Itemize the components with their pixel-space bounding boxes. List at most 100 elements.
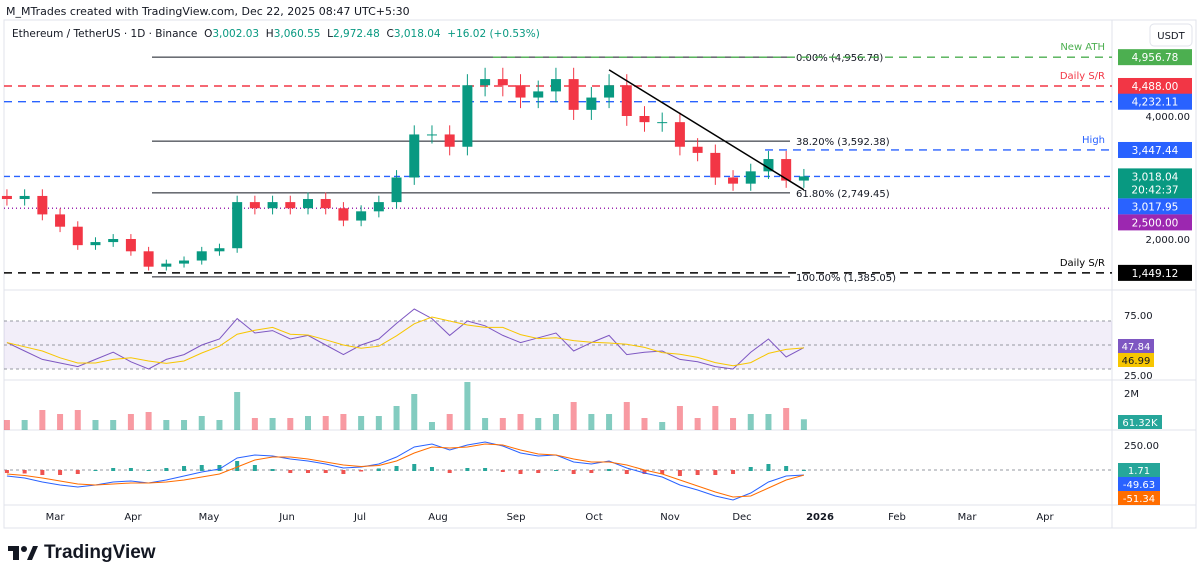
close-value: 3,018.04 <box>393 28 441 40</box>
volume-bar <box>234 392 241 430</box>
macd-signal-value-tag <box>1118 491 1160 505</box>
price-tag-value: 4,956.78 <box>1132 52 1179 64</box>
level-label: Daily S/R <box>1060 258 1105 269</box>
macd-histogram-bar <box>199 465 204 471</box>
macd-histogram-bar <box>784 466 789 471</box>
logo-text: TradingView <box>44 542 156 563</box>
macd-histogram-bar <box>75 470 80 474</box>
volume-bar <box>535 418 542 430</box>
open-label: O <box>204 28 213 40</box>
candle-body <box>232 202 243 249</box>
macd-histogram-bar <box>93 470 98 471</box>
symbol-name[interactable]: Ethereum / TetherUS · 1D · Binance <box>12 28 198 40</box>
volume-bar <box>322 416 329 430</box>
candle-body <box>285 202 296 209</box>
rsi-value: 47.84 <box>1122 342 1151 353</box>
volume-bar <box>181 420 188 430</box>
macd-histogram-bar <box>483 468 488 471</box>
macd-histogram-bar <box>624 470 629 474</box>
macd-histogram-bar <box>553 470 558 471</box>
price-tag <box>1118 264 1192 281</box>
x-tick-label: Jun <box>278 512 295 523</box>
volume-bar <box>145 412 152 430</box>
macd-histogram-value: 1.71 <box>1128 466 1150 477</box>
macd-histogram-bar <box>146 470 151 471</box>
x-tick-label: Apr <box>1036 512 1054 523</box>
candle-body <box>745 171 756 184</box>
macd-histogram-bar <box>306 470 310 473</box>
price-tag <box>1118 141 1192 158</box>
candle-body <box>763 159 774 172</box>
macd-histogram-bar <box>536 470 541 473</box>
price-tag-value: 2,500.00 <box>1132 217 1179 229</box>
volume-bar <box>411 394 418 430</box>
candle-body <box>621 85 632 116</box>
candle-body <box>179 260 190 264</box>
macd-histogram-bar <box>323 470 328 473</box>
macd-histogram-bar <box>394 466 399 471</box>
rsi-ma-value: 46.99 <box>1122 356 1151 367</box>
x-tick-label: Nov <box>660 512 680 523</box>
macd-histogram-bar <box>111 468 116 471</box>
open-value: 3,002.03 <box>212 28 260 40</box>
macd-histogram-bar <box>695 470 700 475</box>
volume-value: 61.32K <box>1122 418 1158 429</box>
macd-histogram-bar <box>412 464 417 471</box>
macd-histogram-bar <box>660 470 665 474</box>
rsi-tick: 75.00 <box>1124 311 1153 322</box>
volume-bar <box>712 406 719 430</box>
level-label: New ATH <box>1060 42 1105 53</box>
macd-histogram-bar <box>642 470 647 474</box>
rsi-line <box>6 308 805 370</box>
high-label: H <box>265 28 274 40</box>
volume-bar <box>694 418 701 430</box>
chart-frame <box>3 19 1197 529</box>
currency-label: USDT <box>1157 31 1185 42</box>
volume-bar <box>783 408 790 430</box>
tradingview-logo: TradingView <box>8 542 156 564</box>
volume-bar <box>110 420 117 430</box>
trendline <box>608 69 805 191</box>
candle-body <box>72 226 83 246</box>
volume-bar <box>375 416 382 430</box>
last-price-value: 3,018.04 <box>1132 171 1179 183</box>
volume-bar <box>641 418 648 430</box>
macd-histogram-bar <box>252 465 257 471</box>
volume-bar <box>287 418 294 430</box>
macd-histogram-value-tag <box>1118 463 1160 477</box>
fib-label: 100.00% (1,385.05) <box>796 273 896 284</box>
candle-body <box>710 152 721 178</box>
candle-body <box>55 214 66 227</box>
volume-bar <box>92 420 99 430</box>
x-tick-label: Mar <box>46 512 66 523</box>
y-tick-label: 4,000.00 <box>1145 112 1190 123</box>
volume-bar <box>57 414 64 430</box>
tradingview-logo-icon <box>8 546 38 560</box>
macd-histogram-bar <box>713 470 718 475</box>
macd-histogram-bar <box>40 470 45 475</box>
macd-value: -49.63 <box>1123 480 1155 491</box>
price-tag-value: 1,449.12 <box>1132 268 1179 280</box>
price-tag-value: 4,232.11 <box>1132 97 1179 109</box>
candle-body <box>657 122 668 124</box>
x-tick-label: Apr <box>124 512 142 523</box>
macd-signal-value: -51.34 <box>1123 494 1155 505</box>
candle-body <box>462 85 473 147</box>
volume-bar <box>765 414 772 430</box>
candle-body <box>444 134 455 147</box>
price-tag <box>1118 77 1192 94</box>
volume-tick: 2M <box>1124 389 1139 400</box>
candle-body <box>37 195 48 215</box>
macd-histogram-bar <box>677 470 682 476</box>
x-tick-label: Jul <box>353 512 366 523</box>
candle-body <box>480 79 491 86</box>
macd-histogram-bar <box>376 468 381 471</box>
candle-body <box>143 251 154 267</box>
macd-value-tag <box>1118 477 1160 491</box>
macd-histogram-bar <box>359 470 364 472</box>
volume-bar <box>499 418 506 430</box>
rsi-tag <box>1118 339 1154 353</box>
candle-body <box>515 85 526 98</box>
macd-histogram-bar <box>447 470 452 473</box>
